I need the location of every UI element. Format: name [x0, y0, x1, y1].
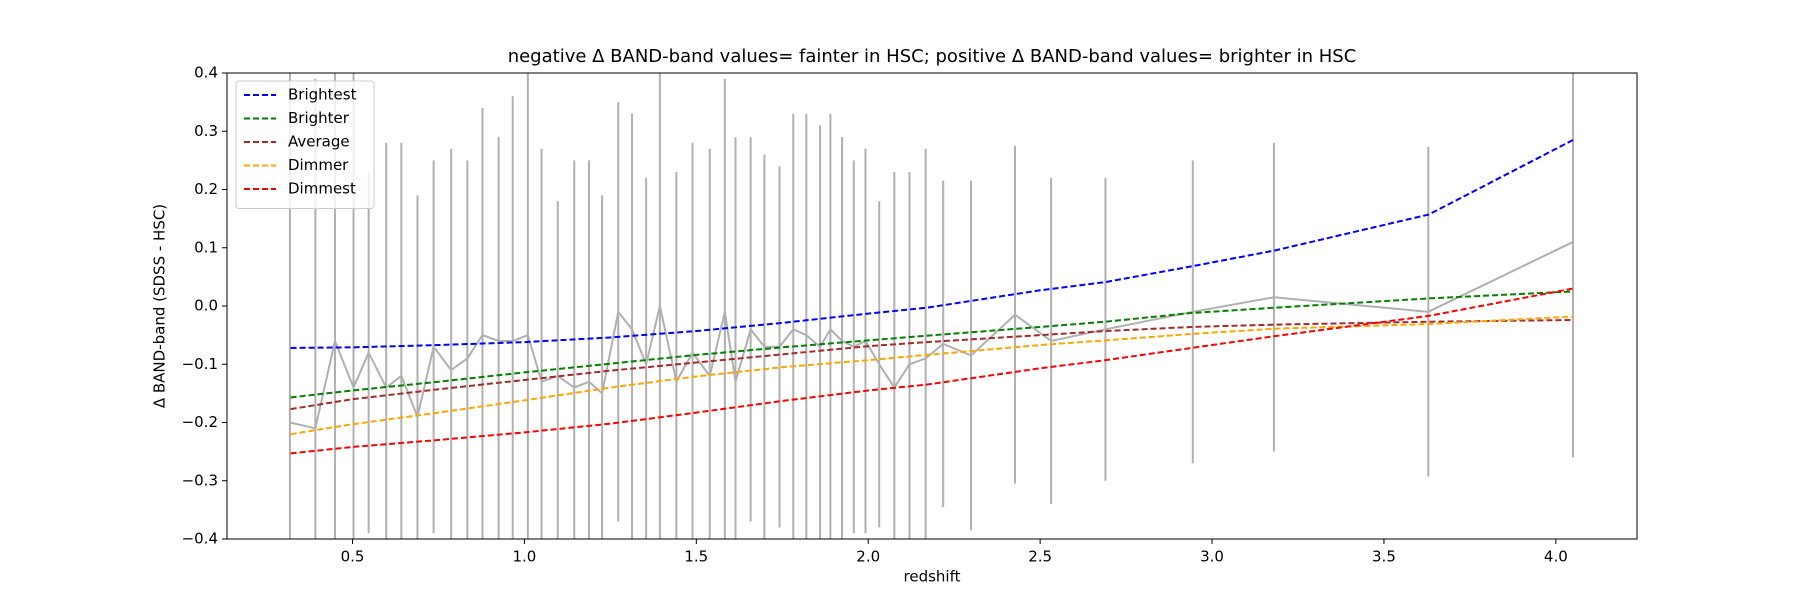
y-axis-label: Δ BAND-band (SDSS - HSC) — [151, 204, 169, 408]
y-tick-label: 0.4 — [194, 64, 218, 82]
y-tick-label: 0.3 — [194, 122, 218, 140]
legend-label: Dimmer — [288, 156, 349, 174]
y-tick-label: 0.0 — [194, 297, 218, 315]
series-line — [289, 241, 1574, 430]
x-tick-label: 0.5 — [341, 548, 365, 566]
x-tick-label: 4.0 — [1544, 548, 1568, 566]
legend-label: Brightest — [288, 86, 357, 104]
legend-label: Brighter — [288, 109, 350, 127]
y-tick-label: −0.3 — [182, 471, 218, 489]
x-axis-label: redshift — [904, 568, 961, 586]
x-tick-label: 1.5 — [684, 548, 708, 566]
series-line — [290, 139, 1574, 349]
plot-frame — [226, 72, 1638, 540]
x-tick-label: 3.5 — [1372, 548, 1396, 566]
y-tick-label: 0.2 — [194, 180, 218, 198]
x-tick-label: 2.5 — [1028, 548, 1052, 566]
series-line — [290, 290, 1574, 399]
plot-area — [288, 73, 1575, 539]
y-tick-label: 0.1 — [194, 238, 218, 256]
legend-label: Average — [288, 133, 350, 151]
series-line — [290, 318, 1574, 411]
x-tick-label: 3.0 — [1200, 548, 1224, 566]
x-tick-label: 1.0 — [512, 548, 536, 566]
y-tick-label: −0.2 — [182, 413, 218, 431]
y-tick-label: −0.4 — [182, 530, 218, 548]
y-tick-label: −0.1 — [182, 355, 218, 373]
x-tick-label: 2.0 — [856, 548, 880, 566]
chart-title: negative Δ BAND-band values= fainter in … — [508, 46, 1357, 67]
series-line — [290, 287, 1574, 455]
legend-label: Dimmest — [288, 180, 356, 198]
legend-box — [235, 80, 375, 209]
